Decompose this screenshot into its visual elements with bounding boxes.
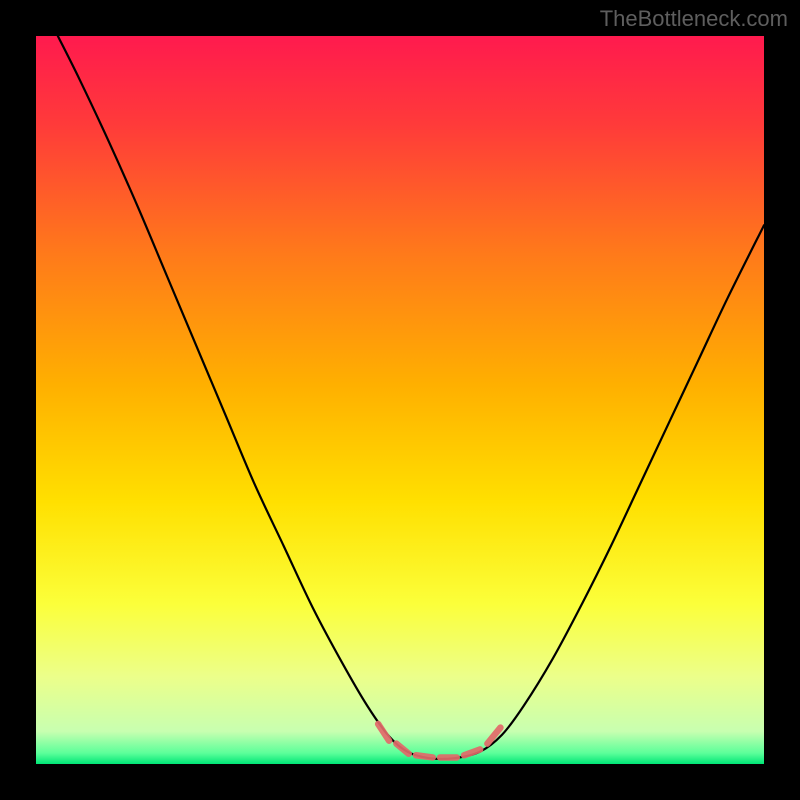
frame-bottom <box>0 764 800 800</box>
watermark-text: TheBottleneck.com <box>600 6 788 32</box>
frame-right <box>764 0 800 800</box>
frame-left <box>0 0 36 800</box>
bottom-dash-markers <box>36 36 764 764</box>
plot-area <box>36 36 764 764</box>
chart-canvas: TheBottleneck.com <box>0 0 800 800</box>
